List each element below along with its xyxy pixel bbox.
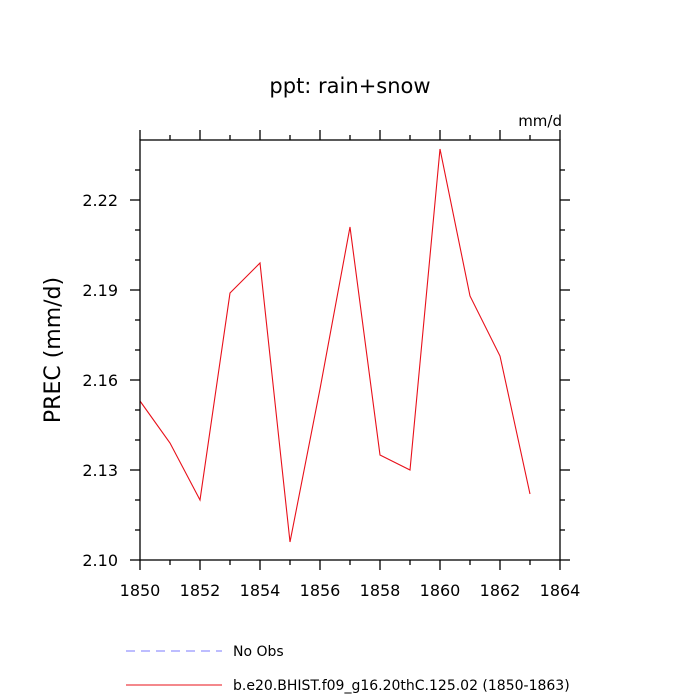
x-tick-label: 1856: [300, 581, 341, 600]
x-tick-label: 1862: [480, 581, 521, 600]
y-tick-label: 2.16: [82, 371, 118, 390]
x-tick-label: 1852: [180, 581, 221, 600]
plot-frame: [139, 139, 561, 561]
series-line-0: [139, 148, 531, 543]
y-axis-label: PREC (mm/d): [41, 277, 66, 423]
chart-title: ppt: rain+snow: [269, 74, 430, 98]
x-tick-labels: 1850 1852 1854 1856 1858 1860 1862 1864: [120, 581, 581, 600]
x-tick-label: 1864: [540, 581, 581, 600]
legend: No Obs b.e20.BHIST.f09_g16.20thC.125.02 (…: [126, 644, 570, 694]
axis-ticks: [130, 130, 570, 570]
units-label: mm/d: [518, 112, 562, 130]
x-tick-label: 1854: [240, 581, 281, 600]
legend-label: No Obs: [233, 644, 284, 660]
y-tick-label: 2.22: [82, 191, 118, 210]
plot-series: [139, 148, 531, 543]
x-tick-label: 1858: [360, 581, 401, 600]
y-tick-labels: 2.10 2.13 2.16 2.19 2.22: [82, 191, 118, 570]
y-tick-label: 2.10: [82, 551, 118, 570]
legend-label: b.e20.BHIST.f09_g16.20thC.125.02 (1850-1…: [233, 678, 570, 694]
x-tick-label: 1860: [420, 581, 461, 600]
y-tick-label: 2.19: [82, 281, 118, 300]
y-tick-label: 2.13: [82, 461, 118, 480]
x-tick-label: 1850: [120, 581, 161, 600]
